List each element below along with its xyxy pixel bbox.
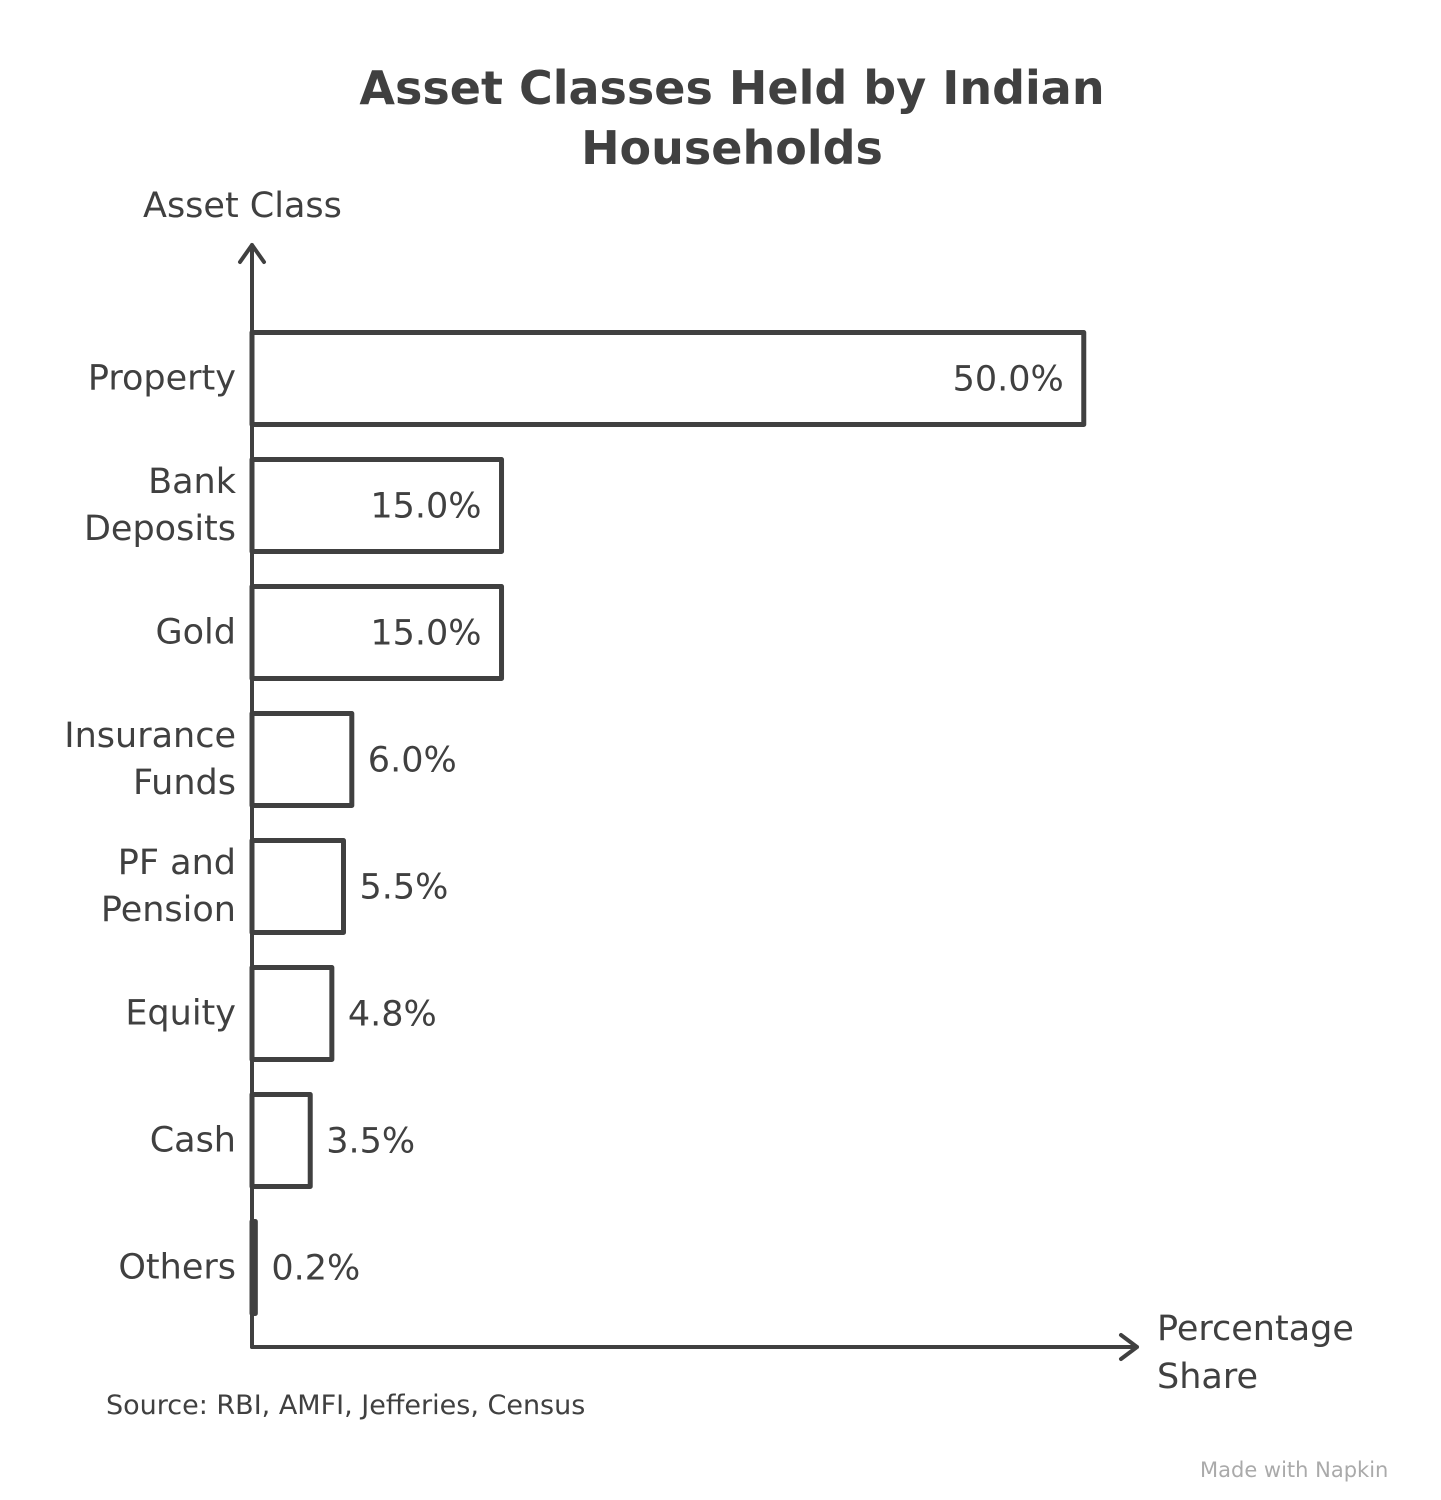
watermark: Made with Napkin xyxy=(1200,1458,1389,1482)
y-axis-label: Asset Class xyxy=(143,186,342,226)
y-tick-label: Property xyxy=(87,358,236,398)
y-tick-label: Cash xyxy=(149,1120,236,1160)
y-tick-label: Others xyxy=(118,1247,236,1287)
y-tick-label: PF and Pension xyxy=(100,842,236,930)
bar xyxy=(249,584,505,681)
value-label: 0.2% xyxy=(271,1249,360,1289)
value-label: 6.0% xyxy=(368,741,457,781)
chart-title: Asset Classes Held by Indian Households xyxy=(359,61,1105,175)
value-label: 15.0% xyxy=(370,614,481,654)
y-tick-label: Insurance Funds xyxy=(64,715,236,803)
value-label: 4.8% xyxy=(348,995,437,1035)
value-label: 50.0% xyxy=(953,360,1064,400)
bar xyxy=(249,330,1087,427)
y-tick-label: Gold xyxy=(155,612,236,652)
bar xyxy=(249,457,505,554)
x-axis xyxy=(250,1333,1139,1361)
y-tick-label: Bank Deposits xyxy=(83,461,236,549)
bar xyxy=(249,965,335,1062)
source-note: Source: RBI, AMFI, Jefferies, Census xyxy=(106,1390,586,1421)
bar xyxy=(249,711,355,808)
value-label: 3.5% xyxy=(326,1122,415,1162)
value-label: 5.5% xyxy=(359,868,448,908)
bar xyxy=(249,1219,258,1316)
x-axis-label: Percentage Share xyxy=(1157,1309,1354,1397)
y-tick-label: Equity xyxy=(125,993,236,1033)
bar xyxy=(249,1092,313,1189)
value-label: 15.0% xyxy=(370,487,481,527)
bar xyxy=(249,838,346,935)
